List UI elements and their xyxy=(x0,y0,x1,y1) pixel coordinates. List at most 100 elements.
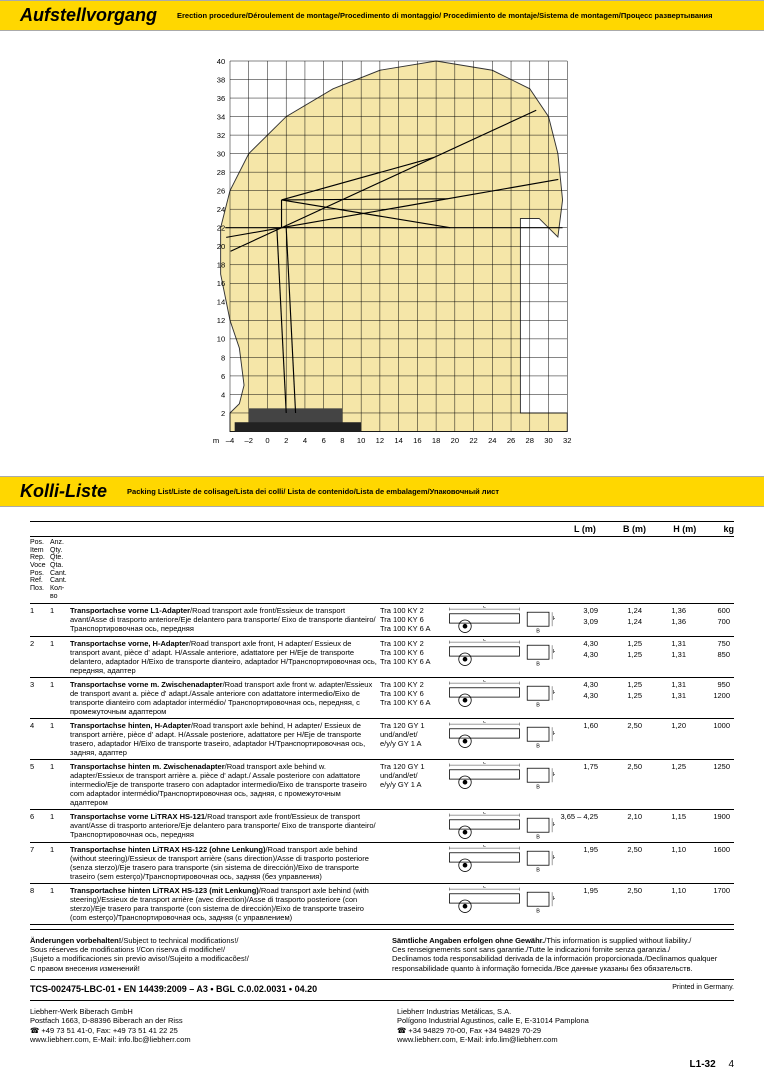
row-desc: Transportachse hinten, H-Adapter/Road tr… xyxy=(70,721,380,757)
svg-text:B: B xyxy=(536,784,540,790)
svg-text:H: H xyxy=(553,690,555,696)
svg-text:14: 14 xyxy=(217,298,225,307)
row-values: 1,952,501,101600 xyxy=(560,845,730,854)
row-values: 3,65 – 4,252,101,151900 xyxy=(560,812,730,821)
svg-text:L: L xyxy=(483,606,486,610)
row-illustration: L H B xyxy=(440,639,560,667)
section-erection-header: Aufstellvorgang Erection procedure/Dérou… xyxy=(0,0,764,31)
svg-text:16: 16 xyxy=(217,279,225,288)
svg-text:L: L xyxy=(483,886,486,890)
row-models: Tra 100 KY 2Tra 100 KY 6Tra 100 KY 6 A xyxy=(380,639,440,666)
svg-text:40: 40 xyxy=(217,57,225,66)
axle-icon: L H B xyxy=(445,845,555,873)
address-2: Liebherr Industrias Metálicas, S.A.Políg… xyxy=(397,1007,734,1045)
row-pos: 2 xyxy=(30,639,50,648)
row-qty: 1 xyxy=(50,721,70,730)
doc-id-line: TCS-002475-LBC-01 • EN 14439:2009 – A3 •… xyxy=(30,979,734,994)
svg-text:m: m xyxy=(213,436,219,445)
disclaimer: Änderungen vorbehalten!/Subject to techn… xyxy=(30,929,734,974)
svg-text:18: 18 xyxy=(432,436,440,445)
row-pos: 7 xyxy=(30,845,50,854)
svg-text:32: 32 xyxy=(217,131,225,140)
svg-text:16: 16 xyxy=(413,436,421,445)
svg-text:H: H xyxy=(553,616,555,622)
row-qty: 1 xyxy=(50,762,70,771)
col-H: H (m) xyxy=(673,524,696,534)
svg-text:12: 12 xyxy=(217,316,225,325)
row-models: Tra 100 KY 2Tra 100 KY 6Tra 100 KY 6 A xyxy=(380,680,440,707)
axle-icon: L H B xyxy=(445,606,555,634)
svg-text:H: H xyxy=(553,822,555,828)
svg-text:B: B xyxy=(536,743,540,749)
row-values: 1,602,501,201000 xyxy=(560,721,730,730)
svg-text:30: 30 xyxy=(544,436,552,445)
svg-text:22: 22 xyxy=(469,436,477,445)
printed-in: Printed in Germany. xyxy=(672,984,734,994)
svg-text:8: 8 xyxy=(221,353,225,362)
axle-icon: L H B xyxy=(445,721,555,749)
row-pos: 5 xyxy=(30,762,50,771)
axle-icon: L H B xyxy=(445,886,555,914)
doc-id: TCS-002475-LBC-01 • EN 14439:2009 – A3 •… xyxy=(30,984,317,994)
row-illustration: L H B xyxy=(440,762,560,790)
svg-text:10: 10 xyxy=(217,335,225,344)
svg-text:26: 26 xyxy=(217,187,225,196)
svg-text:20: 20 xyxy=(451,436,459,445)
svg-text:4: 4 xyxy=(221,390,225,399)
row-desc: Transportachse hinten m. Zwischenadapter… xyxy=(70,762,380,807)
packing-table-body: Pos.ItemRep.VocePos.Ref.Поз. Anz.Qty.Qte… xyxy=(30,537,734,925)
svg-text:6: 6 xyxy=(221,372,225,381)
row-illustration: L H B xyxy=(440,845,560,873)
row-illustration: L H B xyxy=(440,606,560,634)
row-illustration: L H B xyxy=(440,886,560,914)
addresses: Liebherr-Werk Biberach GmbHPostfach 1663… xyxy=(30,1000,734,1045)
row-desc: Transportachse vorne LiTRAX HS-121/Road … xyxy=(70,812,380,839)
svg-text:22: 22 xyxy=(217,224,225,233)
section-packing-header: Kolli-Liste Packing List/Liste de colisa… xyxy=(0,476,764,507)
row-models: Tra 120 GY 1und/and/et/e/y/y GY 1 A xyxy=(380,721,440,748)
svg-text:38: 38 xyxy=(217,75,225,84)
svg-text:L: L xyxy=(483,639,486,643)
svg-text:6: 6 xyxy=(322,436,326,445)
row-pos: 1 xyxy=(30,606,50,615)
svg-text:34: 34 xyxy=(217,112,225,121)
page-footer: L1-32 4 xyxy=(690,1059,734,1070)
table-col-header: L (m) B (m) H (m) kg xyxy=(30,521,734,537)
svg-text:H: H xyxy=(553,855,555,861)
axle-icon: L H B xyxy=(445,812,555,840)
svg-text:18: 18 xyxy=(217,261,225,270)
row-qty: 1 xyxy=(50,812,70,821)
svg-text:L: L xyxy=(483,762,486,766)
erection-chart: –4–2024681012141618202224262830322468101… xyxy=(0,31,764,476)
svg-text:B: B xyxy=(536,628,540,634)
svg-text:–4: –4 xyxy=(226,436,234,445)
svg-text:24: 24 xyxy=(217,205,225,214)
col-kg: kg xyxy=(723,524,734,534)
axle-icon: L H B xyxy=(445,762,555,790)
row-pos: 3 xyxy=(30,680,50,689)
disclaimer-right: Sämtliche Angaben erfolgen ohne Gewähr./… xyxy=(392,936,734,974)
svg-text:–2: –2 xyxy=(245,436,253,445)
row-values: 4,301,251,317504,301,251,31850 xyxy=(560,639,730,659)
svg-text:L: L xyxy=(483,812,486,816)
row-pos: 6 xyxy=(30,812,50,821)
svg-text:32: 32 xyxy=(563,436,571,445)
row-models: Tra 120 GY 1und/and/et/e/y/y GY 1 A xyxy=(380,762,440,789)
row-values: 4,301,251,319504,301,251,311200 xyxy=(560,680,730,700)
svg-text:24: 24 xyxy=(488,436,496,445)
svg-text:4: 4 xyxy=(303,436,307,445)
svg-text:28: 28 xyxy=(526,436,534,445)
row-illustration: L H B xyxy=(440,812,560,840)
svg-text:8: 8 xyxy=(340,436,344,445)
svg-text:H: H xyxy=(553,772,555,778)
row-values: 3,091,241,366003,091,241,36700 xyxy=(560,606,730,626)
svg-text:0: 0 xyxy=(265,436,269,445)
row-values: 1,952,501,101700 xyxy=(560,886,730,895)
svg-text:B: B xyxy=(536,867,540,873)
row-desc: Transportachse vorne m. Zwischenadapter/… xyxy=(70,680,380,716)
svg-text:L: L xyxy=(483,680,486,684)
row-desc: Transportachse vorne, H-Adapter/Road tra… xyxy=(70,639,380,675)
table-row: 2 1 Transportachse vorne, H-Adapter/Road… xyxy=(30,637,734,678)
section-subtitle: Erection procedure/Déroulement de montag… xyxy=(177,11,713,21)
section-subtitle-2: Packing List/Liste de colisage/Lista dei… xyxy=(127,487,499,497)
